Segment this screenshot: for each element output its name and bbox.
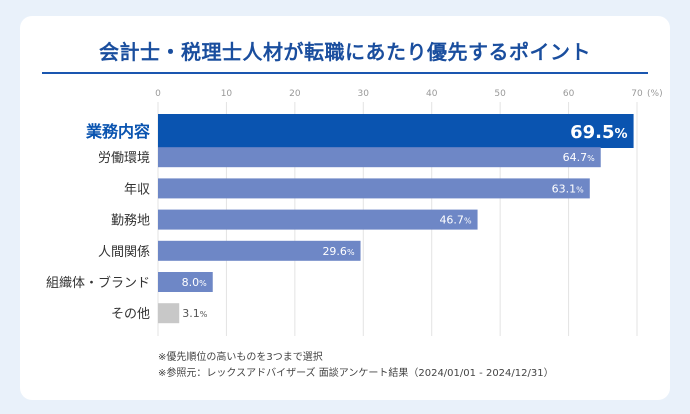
title-underline <box>42 72 648 74</box>
data-label: 64.7% <box>563 151 596 164</box>
data-label: 3.1% <box>182 307 208 320</box>
data-label: 69.5% <box>570 122 627 143</box>
category-label: 勤務地 <box>111 214 150 229</box>
footnote-selection: ※優先順位の高いものを3つまで選択 <box>158 352 323 363</box>
chart-title: 会計士・税理士人材が転職にあたり優先するポイント <box>99 40 591 64</box>
x-tick-label: 20 <box>289 89 301 99</box>
x-tick-label: 10 <box>221 89 233 99</box>
data-label: 29.6% <box>322 245 355 258</box>
category-label: その他 <box>111 307 150 322</box>
x-unit-label: (%) <box>647 89 663 99</box>
x-tick-label: 50 <box>494 89 506 99</box>
data-label: 46.7% <box>439 214 472 227</box>
bar <box>158 209 478 230</box>
bar <box>158 114 634 148</box>
bar <box>158 272 213 292</box>
bar <box>158 147 601 168</box>
category-label: 業務内容 <box>85 122 150 141</box>
category-label: 年収 <box>124 182 150 197</box>
category-label: 組織体・ブランド <box>46 275 150 291</box>
footnotes: ※優先順位の高いものを3つまで選択 ※参照元：レックスアドバイザーズ 面談アンケ… <box>158 350 554 382</box>
bar <box>158 178 590 199</box>
x-tick-label: 0 <box>155 89 161 99</box>
x-tick-label: 60 <box>563 89 575 99</box>
bar <box>158 303 180 324</box>
category-label: 人間関係 <box>98 245 150 260</box>
bar-chart: 0 10 20 30 40 50 60 70 (%) 業務内容 69.5% 労働環境 64.7% 年収 63… <box>46 89 663 336</box>
data-label: 8.0% <box>182 276 208 289</box>
bar <box>158 240 361 261</box>
x-tick-label: 30 <box>358 89 370 99</box>
category-label: 労働環境 <box>98 151 150 166</box>
footnote-source: ※参照元：レックスアドバイザーズ 面談アンケート結果（2024/01/01 - … <box>158 368 554 379</box>
x-tick-label: 70 <box>631 89 643 99</box>
x-tick-label: 40 <box>426 89 438 99</box>
chart-card: 会計士・税理士人材が転職にあたり優先するポイント 0 10 20 30 40 50 60 70… <box>20 16 670 400</box>
data-label: 63.1% <box>552 182 585 195</box>
